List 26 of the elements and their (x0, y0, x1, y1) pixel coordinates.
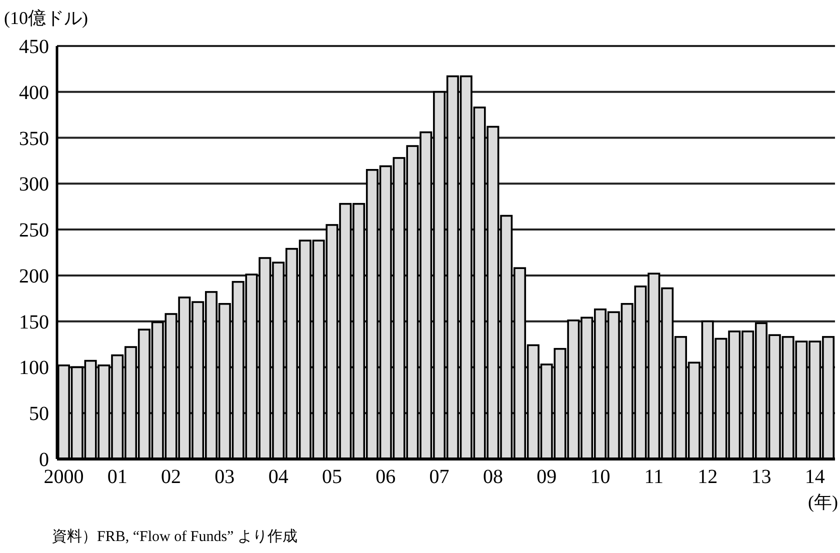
x-tick-label: 01 (107, 466, 128, 488)
y-axis-title: (10億ドル) (4, 8, 88, 28)
y-tick-label: 300 (19, 174, 49, 196)
y-tick-label: 350 (19, 128, 49, 150)
y-tick-label: 450 (19, 36, 49, 58)
y-tick-label: 50 (29, 403, 49, 426)
x-tick-label: 04 (268, 466, 288, 488)
y-tick-label: 200 (19, 265, 49, 288)
x-tick-label: 10 (590, 466, 610, 488)
x-tick-label: 03 (214, 466, 235, 488)
x-axis-title: (年) (808, 492, 838, 512)
x-tick-label: 11 (644, 466, 664, 488)
text: 資料）FRB, “Flow of Funds” より作成 (52, 528, 298, 545)
y-tick-label: 100 (19, 357, 49, 380)
x-tick-label: 08 (482, 466, 503, 488)
x-tick-label: 06 (376, 466, 396, 488)
x-tick-label: 07 (429, 466, 450, 488)
x-tick-label: 09 (536, 466, 557, 488)
x-tick-label: 05 (322, 466, 342, 488)
x-tick-label: 13 (751, 466, 772, 488)
x-tick-label: 14 (804, 466, 825, 488)
y-tick-label: 150 (19, 311, 49, 334)
y-tick-label: 250 (19, 220, 49, 242)
x-tick-label: 12 (698, 466, 718, 488)
y-tick-label: 400 (19, 82, 49, 104)
x-tick-label: 02 (161, 466, 182, 488)
